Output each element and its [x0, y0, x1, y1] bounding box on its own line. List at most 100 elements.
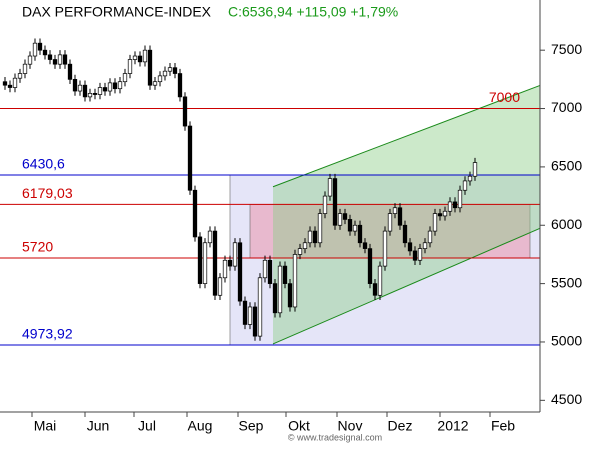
candle-body [462, 180, 468, 191]
level-label: 5720 [22, 239, 53, 255]
candle-body [157, 75, 163, 83]
candle-body [37, 42, 43, 51]
x-tick-label: Jul [138, 418, 156, 434]
candle-body [472, 162, 478, 177]
candle-body [222, 259, 228, 279]
candle-body [392, 207, 398, 214]
candle-body [282, 265, 288, 284]
x-tick-label: Dez [388, 418, 413, 434]
level-label: 7000 [489, 89, 520, 105]
candle-body [432, 213, 438, 232]
candle-body [82, 84, 88, 98]
candle-body [162, 70, 168, 77]
candle-body [57, 54, 63, 65]
candle-body [47, 54, 53, 60]
candle-body [32, 42, 38, 57]
chart-subtitle: C:6536,94 +115,09 +1,79% [228, 4, 398, 20]
x-tick-label: Feb [491, 418, 515, 434]
candle-body [52, 59, 58, 65]
candle-body [442, 210, 448, 217]
y-tick-label: 5500 [551, 274, 582, 290]
candle-body [262, 259, 268, 279]
x-tick-label: Mai [34, 418, 57, 434]
candle-body [272, 283, 278, 314]
candle-body [187, 125, 193, 191]
x-tick-label: Okt [288, 418, 310, 434]
candle-body [252, 306, 258, 337]
candle-body [397, 207, 403, 226]
plot-layer: 7000 6430,6 6179,03 5720 4973,92 [0, 38, 541, 346]
candle-body [247, 306, 253, 325]
candle-body [317, 213, 323, 244]
y-tick-label: 7500 [551, 41, 582, 57]
candle-body [172, 67, 178, 74]
candle-body [92, 93, 98, 95]
candle-body [362, 242, 368, 249]
level-label: 6179,03 [22, 185, 73, 201]
candle-body [12, 77, 18, 88]
candle-body [87, 93, 93, 98]
candle-body [107, 82, 113, 92]
candle-body [352, 224, 358, 232]
candle-body [117, 81, 123, 90]
candle-body [387, 213, 393, 232]
candle-body [122, 73, 128, 83]
candle-body [292, 254, 298, 308]
candle-body [332, 178, 338, 226]
candle-body [97, 87, 103, 95]
candle-body [62, 54, 68, 65]
candle-body [412, 250, 418, 261]
candle-body [67, 63, 73, 80]
candle-body [167, 67, 173, 72]
candle-body [422, 242, 428, 249]
candle-body [142, 49, 148, 63]
candle-body [427, 230, 433, 244]
candle-body [112, 82, 118, 90]
candle-body [152, 81, 158, 86]
channel [273, 85, 540, 344]
candle-body [382, 230, 388, 267]
candle-body [327, 178, 333, 197]
channel-line [272, 227, 541, 345]
candle-body [2, 81, 8, 86]
x-tick-label: Aug [188, 418, 213, 434]
candle-body [302, 242, 308, 249]
x-tick-label: Sep [239, 418, 264, 434]
candle-body [217, 277, 223, 296]
candle-body [347, 219, 353, 232]
candle-body [197, 236, 203, 284]
candle-body [242, 300, 248, 325]
candle-body [342, 213, 348, 220]
candle-body [232, 242, 238, 267]
candle-body [22, 63, 28, 74]
candle-body [307, 230, 313, 244]
candle-body [452, 201, 458, 209]
candle-body [42, 49, 48, 56]
candle-body [322, 195, 328, 214]
candle-body [207, 230, 213, 244]
candle-body [337, 213, 343, 226]
chart-title: DAX PERFORMANCE-INDEX [22, 4, 212, 20]
y-tick-label: 6500 [551, 158, 582, 174]
y-tick-label: 6000 [551, 216, 582, 232]
candle-body [7, 84, 13, 88]
candle-body [77, 84, 83, 92]
candle-body [437, 213, 443, 217]
y-tick-label: 4500 [551, 391, 582, 407]
candle-body [17, 73, 23, 79]
candle-body [27, 55, 33, 65]
candle-body [202, 242, 208, 284]
x-tick-label: Nov [338, 418, 363, 434]
candle-body [297, 248, 303, 255]
candle-body [137, 55, 143, 63]
y-tick-label: 5000 [551, 333, 582, 349]
candle-body [257, 277, 263, 337]
candle-body [147, 49, 153, 86]
candle-body [127, 59, 133, 74]
candle-body [367, 248, 373, 284]
candle-body [212, 230, 218, 296]
candle-body [287, 283, 293, 308]
x-tick-label: 2012 [437, 418, 468, 434]
candle-body [447, 201, 453, 212]
